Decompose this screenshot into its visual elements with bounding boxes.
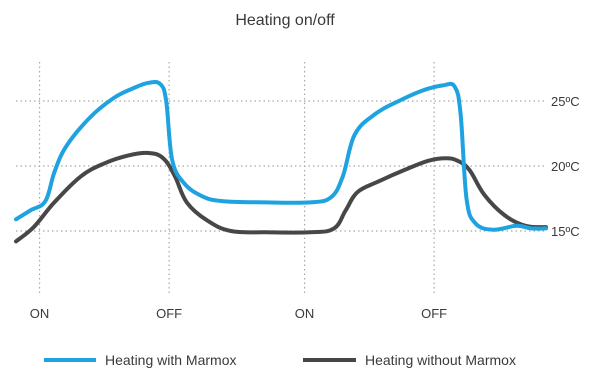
- series-group: [14, 79, 548, 244]
- y-tick-labels: 25ºC 20ºC 15ºC: [551, 94, 580, 239]
- legend-label-0: Heating with Marmox: [105, 352, 237, 368]
- x-tick-label-3: OFF: [421, 306, 447, 321]
- y-tick-label-0: 25ºC: [551, 94, 580, 109]
- legend: Heating with Marmox Heating without Marmo…: [44, 352, 516, 368]
- y-tick-label-2: 15ºC: [551, 224, 580, 239]
- legend-label-1: Heating without Marmox: [365, 352, 516, 368]
- x-tick-label-0: ON: [30, 306, 50, 321]
- x-tick-label-2: ON: [295, 306, 315, 321]
- x-tick-labels: ON OFF ON OFF: [30, 306, 447, 321]
- chart-title: Heating on/off: [235, 12, 335, 29]
- x-tick-label-1: OFF: [156, 306, 182, 321]
- series-line-0: [14, 79, 548, 232]
- y-tick-label-1: 20ºC: [551, 159, 580, 174]
